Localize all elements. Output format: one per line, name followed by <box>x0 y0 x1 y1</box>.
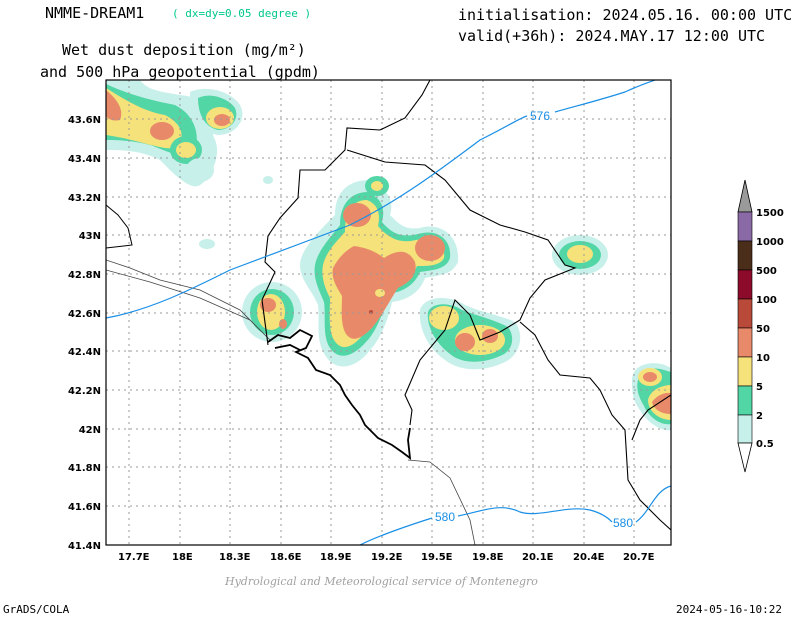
coastline <box>267 328 412 460</box>
lat-tick-label: 43.6N <box>68 115 101 126</box>
legend-swatch <box>737 414 753 444</box>
dust-deposition-field <box>106 80 671 431</box>
legend-swatch <box>737 211 753 242</box>
dust-cluster-southeast <box>632 363 671 431</box>
lat-tick-label: 42N <box>79 425 101 436</box>
legend-swatch <box>737 356 753 387</box>
legend-level: 500 <box>756 266 777 277</box>
lat-tick-label: 42.2N <box>68 386 101 397</box>
lon-tick-label: 20.4E <box>573 552 605 563</box>
legend-level: 10 <box>756 353 770 364</box>
lon-tick-label: 18.3E <box>219 552 251 563</box>
country-borders <box>106 80 671 545</box>
contour-label-576: 576 <box>530 109 550 123</box>
legend-level: 1500 <box>756 208 784 219</box>
lon-tick-label: 20.1E <box>522 552 554 563</box>
lat-tick-label: 43.2N <box>68 193 101 204</box>
longitude-axis: 17.7E 18E 18.3E 18.6E 18.9E 19.2E 19.5E … <box>118 552 655 563</box>
legend-swatch <box>737 327 753 358</box>
contour-label-580: 580 <box>435 510 455 524</box>
lon-tick-label: 18.9E <box>320 552 352 563</box>
lon-tick-label: 17.7E <box>118 552 150 563</box>
legend-swatch <box>737 385 753 416</box>
lon-tick-label: 20.7E <box>623 552 655 563</box>
lon-tick-label: 19.5E <box>421 552 453 563</box>
lat-tick-label: 42.8N <box>68 270 101 281</box>
lon-tick-label: 18E <box>172 552 193 563</box>
credit-line: Hydrological and Meteorological service … <box>225 575 538 588</box>
color-legend: 1500 1000 500 100 50 10 5 2 0.5 <box>737 179 784 473</box>
lon-tick-label: 19.2E <box>371 552 403 563</box>
map-title-line2: and 500 hPa geopotential (gpdm) <box>40 63 320 81</box>
legend-level: 50 <box>756 324 770 335</box>
geopotential-contours <box>105 79 672 546</box>
legend-swatch <box>737 269 753 300</box>
dust-cluster-nw <box>106 80 273 249</box>
model-resolution: ( dx=dy=0.05 degree ) <box>172 7 312 20</box>
lat-tick-label: 41.8N <box>68 463 101 474</box>
dust-cluster-coast <box>242 282 302 342</box>
legend-swatch <box>737 240 753 271</box>
dust-cluster-east <box>419 298 521 370</box>
map-frame <box>105 79 672 546</box>
map-title-line1: Wet dust deposition (mg/m²) <box>62 41 306 59</box>
dust-cluster-northeast <box>552 235 608 275</box>
valid-time: valid(+36h): 2024.MAY.17 12:00 UTC <box>458 27 766 45</box>
lat-tick-label: 41.4N <box>68 541 101 552</box>
latitude-axis: 43.6N 43.4N 43.2N 43N 42.8N 42.6N 42.4N … <box>68 115 101 552</box>
legend-level: 1000 <box>756 237 784 248</box>
software-label: GrADS/COLA <box>3 603 70 616</box>
render-timestamp: 2024-05-16-10:22 <box>676 603 782 616</box>
legend-arrow-bottom <box>737 442 753 473</box>
model-name: NMME-DREAM1 <box>45 4 145 22</box>
lat-tick-label: 42.4N <box>68 347 101 358</box>
legend-swatch <box>737 298 753 329</box>
lat-tick-label: 42.6N <box>68 309 101 320</box>
lon-tick-label: 18.6E <box>270 552 302 563</box>
lon-tick-label: 19.8E <box>472 552 504 563</box>
legend-level: 5 <box>756 382 763 393</box>
legend-arrow-top <box>737 179 753 213</box>
graticule <box>106 80 671 545</box>
lat-tick-label: 43N <box>79 231 101 242</box>
contour-label-580: 580 <box>613 516 633 530</box>
legend-level: 0.5 <box>756 439 774 450</box>
legend-level: 2 <box>756 411 763 422</box>
lat-tick-label: 41.6N <box>68 502 101 513</box>
legend-level: 100 <box>756 295 777 306</box>
lat-tick-label: 43.4N <box>68 154 101 165</box>
initialisation-time: initialisation: 2024.05.16. 00:00 UTC <box>458 6 793 24</box>
